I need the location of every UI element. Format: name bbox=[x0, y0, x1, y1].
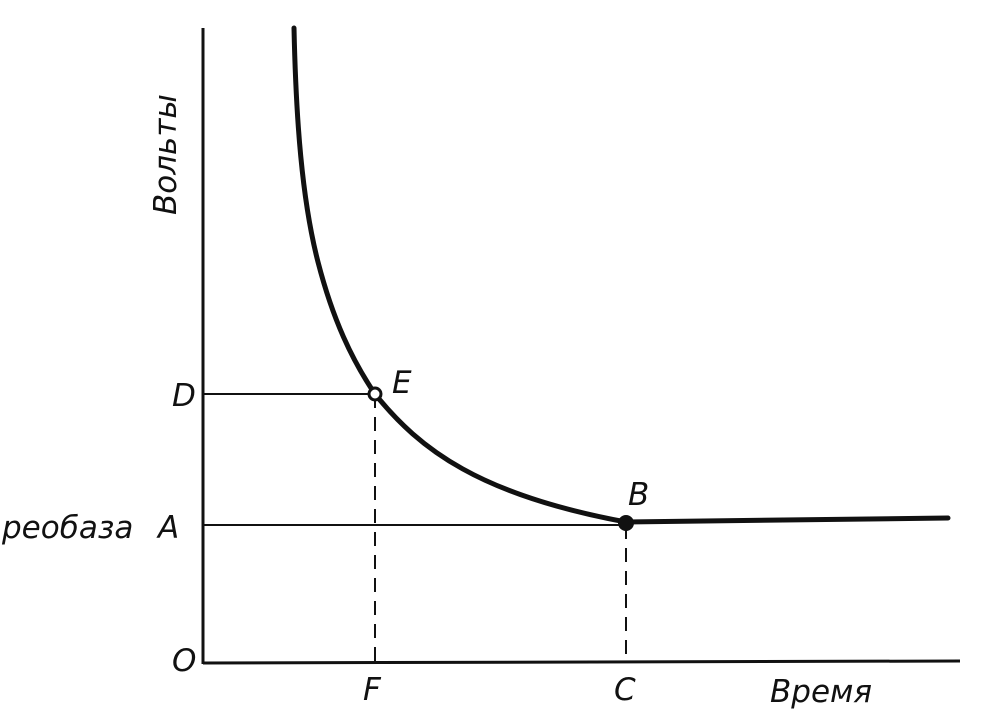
point-e-marker bbox=[367, 386, 383, 402]
point-b-label: B bbox=[628, 477, 649, 513]
x-mark-f-label: F bbox=[363, 672, 382, 708]
point-b-marker bbox=[618, 515, 634, 531]
rheobase-label: реобаза bbox=[1, 510, 133, 546]
y-mark-d-label: D bbox=[172, 378, 196, 414]
x-axis-label: Время bbox=[770, 674, 872, 710]
y-axis-label: Вольты bbox=[148, 94, 184, 215]
origin-label: O bbox=[172, 643, 196, 679]
point-e-label: E bbox=[392, 365, 412, 401]
strength-duration-curve bbox=[291, 25, 951, 525]
y-mark-a-label: A bbox=[156, 510, 179, 546]
x-mark-c-label: C bbox=[614, 672, 636, 708]
x-axis bbox=[202, 659, 961, 665]
